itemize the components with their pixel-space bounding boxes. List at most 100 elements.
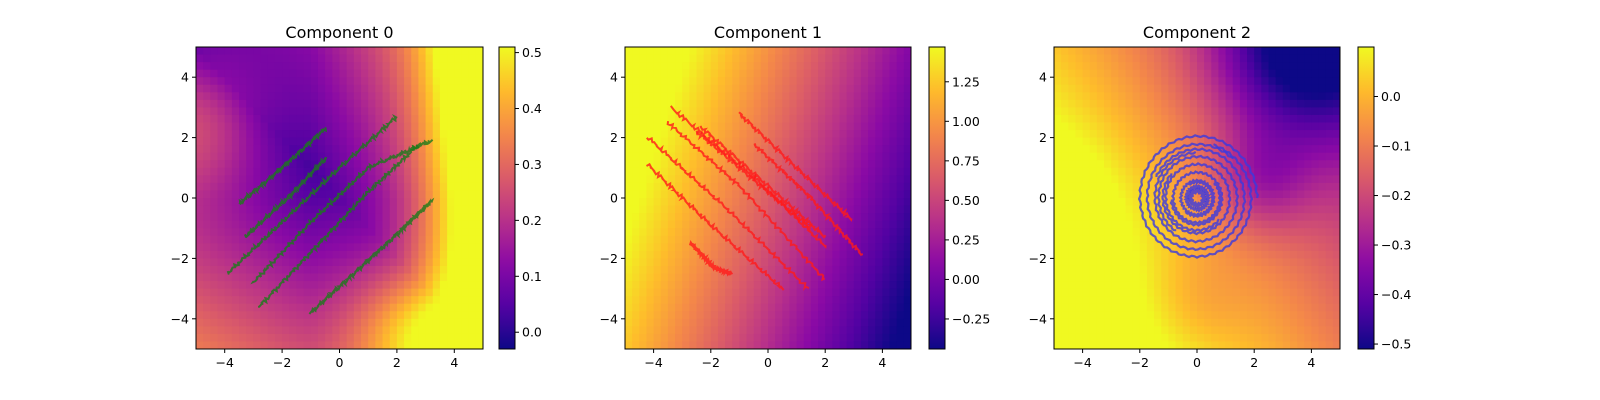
heatmap-cell <box>353 235 362 244</box>
heatmap-cell <box>353 175 362 184</box>
heatmap-cell <box>210 145 219 154</box>
heatmap-cell <box>810 152 819 161</box>
heatmap-cell <box>775 220 783 229</box>
heatmap-cell <box>1325 99 1334 108</box>
heatmap-cell <box>361 250 369 259</box>
heatmap-cell <box>1075 160 1084 169</box>
heatmap-cell <box>1225 145 1234 154</box>
heatmap-cell <box>468 228 477 237</box>
heatmap-cell <box>439 84 448 93</box>
heatmap-cell <box>1104 84 1112 93</box>
heatmap-cell <box>667 326 676 335</box>
heatmap-cell <box>803 341 812 349</box>
heatmap-cell <box>1332 333 1340 343</box>
heatmap-cell <box>717 107 726 116</box>
trajectory-line <box>646 162 785 291</box>
heatmap-cell <box>310 220 319 229</box>
heatmap-cell <box>825 130 833 139</box>
heatmap-cell <box>231 296 240 305</box>
heatmap-cell <box>725 326 733 335</box>
heatmap-cell <box>274 77 283 86</box>
heatmap-cell <box>889 175 898 184</box>
heatmap-cell <box>760 47 769 56</box>
heatmap-cell <box>1054 288 1062 297</box>
spiral-trajectory <box>1186 186 1208 209</box>
heatmap-cell <box>1161 303 1169 312</box>
heatmap-cell <box>653 137 662 146</box>
heatmap-cell <box>418 182 427 192</box>
heatmap-cell <box>375 213 384 222</box>
heatmap-cell <box>1139 152 1148 161</box>
heatmap-cell <box>1318 265 1327 275</box>
heatmap-cell <box>839 303 848 312</box>
heatmap-cell <box>710 167 719 176</box>
heatmap-cell <box>1275 152 1284 161</box>
heatmap-cell <box>289 77 298 86</box>
heatmap-cell <box>439 311 448 320</box>
heatmap-cell <box>760 288 769 297</box>
heatmap-cell <box>1168 182 1177 192</box>
heatmap-cell <box>389 333 398 343</box>
heatmap-cell <box>418 288 427 297</box>
heatmap-cell <box>696 318 705 327</box>
heatmap-cell <box>632 99 640 108</box>
heatmap-cell <box>375 303 384 312</box>
heatmap-cell <box>853 296 862 305</box>
heatmap-cell <box>224 250 233 259</box>
heatmap-cell <box>203 152 211 161</box>
heatmap-cell <box>882 220 891 229</box>
heatmap-cell <box>231 303 240 312</box>
heatmap-cell <box>389 84 398 93</box>
y-tick-label: 2 <box>610 130 618 145</box>
heatmap-cell <box>1111 318 1119 327</box>
heatmap-cell <box>853 77 862 86</box>
heatmap-cell <box>753 273 762 282</box>
heatmap-cell <box>425 69 434 78</box>
heatmap-cell <box>625 92 633 101</box>
heatmap-cell <box>818 137 826 146</box>
heatmap-cell <box>447 145 455 154</box>
heatmap-cell <box>375 130 384 139</box>
heatmap-cell <box>1139 303 1148 312</box>
heatmap-cell <box>1332 122 1340 131</box>
heatmap-cell <box>1075 205 1084 214</box>
heatmap-cell <box>1211 296 1220 305</box>
heatmap-cell <box>1211 99 1220 108</box>
heatmap-cell <box>1161 273 1169 282</box>
heatmap-cell <box>1125 62 1134 71</box>
heatmap-cell <box>368 258 376 267</box>
heatmap-cell <box>368 114 376 124</box>
heatmap-cell <box>1118 326 1127 335</box>
heatmap-cell <box>896 220 905 229</box>
heatmap-cell <box>468 107 477 116</box>
heatmap-cell <box>468 145 477 154</box>
heatmap-cell <box>418 265 427 275</box>
heatmap-cell <box>439 62 448 71</box>
heatmap-cell <box>289 250 298 259</box>
heatmap-cell <box>882 296 891 305</box>
heatmap-cell <box>1289 160 1298 169</box>
heatmap-cell <box>882 265 891 275</box>
heatmap-cell <box>339 265 348 275</box>
heatmap-cell <box>325 62 333 71</box>
heatmap-cell <box>782 303 791 312</box>
heatmap-cell <box>282 250 290 259</box>
heatmap-cell <box>860 145 869 154</box>
heatmap-cell <box>625 160 633 169</box>
heatmap-cell <box>768 130 776 139</box>
heatmap-cell <box>1168 303 1177 312</box>
heatmap-cell <box>1125 152 1134 161</box>
heatmap-cell <box>425 160 434 169</box>
heatmap-cell <box>224 243 233 252</box>
heatmap-cell <box>1118 288 1127 297</box>
heatmap-cell <box>1297 265 1305 275</box>
heatmap-cell <box>839 99 848 108</box>
heatmap-cell <box>689 235 698 244</box>
heatmap-cell <box>853 273 862 282</box>
heatmap-cell <box>196 288 204 297</box>
heatmap-cell <box>810 333 819 343</box>
heatmap-cell <box>1232 250 1241 259</box>
heatmap-cell <box>753 107 762 116</box>
heatmap-cell <box>1247 130 1255 139</box>
heatmap-cell <box>1075 167 1084 176</box>
